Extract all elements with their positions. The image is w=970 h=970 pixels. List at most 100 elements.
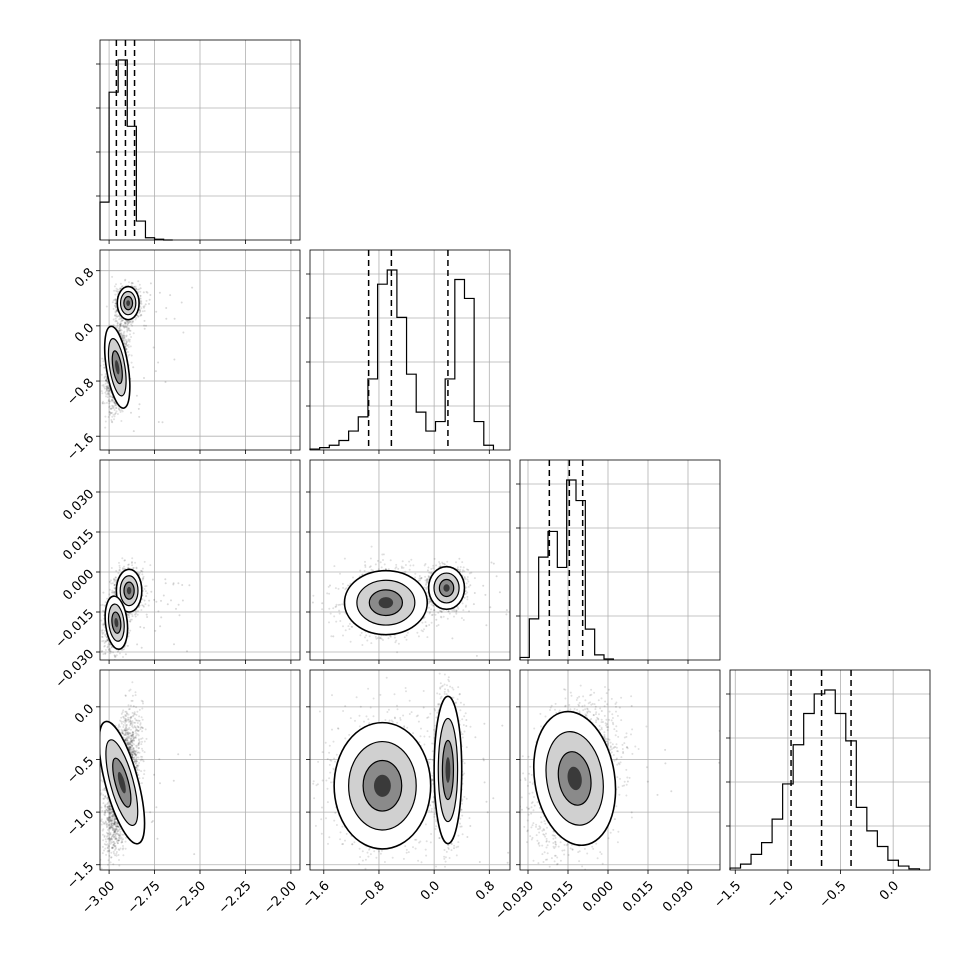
sample-point <box>137 315 140 318</box>
sample-point <box>130 320 132 323</box>
y-tick-label: 0.8 <box>72 265 97 290</box>
sample-point <box>126 321 129 323</box>
sample-point <box>109 400 112 403</box>
sample-point <box>108 588 111 591</box>
sample-point <box>120 285 123 288</box>
sample-point <box>149 282 152 285</box>
sample-point <box>121 557 124 560</box>
sample-point <box>130 354 133 357</box>
sample-point <box>107 387 110 390</box>
sample-point <box>138 415 141 418</box>
sample-point <box>112 324 115 327</box>
sample-point <box>122 338 125 341</box>
sample-point <box>126 325 128 328</box>
sample-point <box>108 580 111 583</box>
sample-point <box>102 363 105 366</box>
sample-point <box>151 578 154 581</box>
sample-point <box>101 392 104 395</box>
sample-point <box>128 281 130 284</box>
sample-point <box>127 338 130 341</box>
sample-point <box>123 337 126 340</box>
sample-point <box>108 648 111 651</box>
sample-point <box>132 320 134 323</box>
sample-point <box>118 318 121 321</box>
sample-point <box>140 313 143 316</box>
sample-point <box>116 321 119 324</box>
sample-point <box>104 391 107 394</box>
sample-point <box>124 343 127 346</box>
y-tick-label: −1.6 <box>64 431 97 464</box>
sample-point <box>113 654 116 657</box>
sample-point <box>123 339 126 342</box>
sample-point <box>139 287 142 290</box>
sample-point <box>100 619 103 622</box>
sample-point <box>120 320 123 323</box>
sample-point <box>133 285 136 288</box>
sample-point <box>124 321 126 324</box>
sample-point <box>106 390 109 393</box>
sample-point <box>114 311 117 314</box>
density-contour <box>115 360 120 375</box>
sample-point <box>123 334 126 337</box>
sample-point <box>121 336 124 339</box>
sample-point <box>117 315 120 318</box>
sample-point <box>148 298 151 301</box>
sample-point <box>127 343 130 346</box>
sample-point <box>104 415 107 418</box>
sample-point <box>127 563 130 566</box>
sample-point <box>143 305 146 308</box>
sample-point <box>112 413 115 416</box>
sample-point <box>114 593 117 596</box>
sample-point <box>164 578 167 581</box>
sample-point <box>116 326 119 329</box>
sample-point <box>106 386 109 389</box>
sample-point <box>104 633 107 636</box>
sample-point <box>142 577 145 580</box>
histogram-step <box>99 59 173 241</box>
sample-point <box>145 290 148 293</box>
sample-point <box>142 604 145 607</box>
sample-point <box>169 294 172 297</box>
sample-point <box>119 322 122 325</box>
sample-point <box>111 399 113 401</box>
sample-point <box>131 567 134 570</box>
sample-point <box>108 643 111 646</box>
sample-point <box>105 379 107 382</box>
sample-point <box>127 327 130 330</box>
sample-point <box>129 329 132 332</box>
sample-point <box>139 294 142 297</box>
sample-point <box>142 605 145 608</box>
sample-point <box>135 610 138 613</box>
sample-point <box>124 322 127 325</box>
sample-point <box>138 312 141 314</box>
sample-point <box>103 402 106 405</box>
sample-point <box>145 324 147 327</box>
sample-point <box>138 283 141 286</box>
sample-point <box>144 303 147 306</box>
sample-point <box>110 420 113 423</box>
sample-point <box>114 587 116 590</box>
sample-point <box>129 629 132 632</box>
sample-point <box>143 310 146 312</box>
sample-point <box>111 405 114 408</box>
sample-point <box>123 340 126 343</box>
sample-point <box>130 411 132 414</box>
sample-point <box>115 283 117 286</box>
sample-point <box>119 287 122 290</box>
histogram-panel <box>96 39 301 244</box>
sample-point <box>132 430 135 433</box>
sample-point <box>129 333 131 336</box>
sample-point <box>170 599 172 602</box>
sample-point <box>103 377 106 379</box>
sample-point <box>112 299 115 302</box>
sample-point <box>136 288 139 291</box>
sample-point <box>111 582 114 585</box>
sample-point <box>141 579 144 581</box>
sample-point <box>110 396 113 399</box>
sample-point <box>157 421 160 423</box>
sample-point <box>119 325 122 328</box>
sample-point <box>111 591 114 594</box>
sample-point <box>113 409 116 411</box>
sample-point <box>178 614 181 617</box>
sample-point <box>143 560 146 563</box>
